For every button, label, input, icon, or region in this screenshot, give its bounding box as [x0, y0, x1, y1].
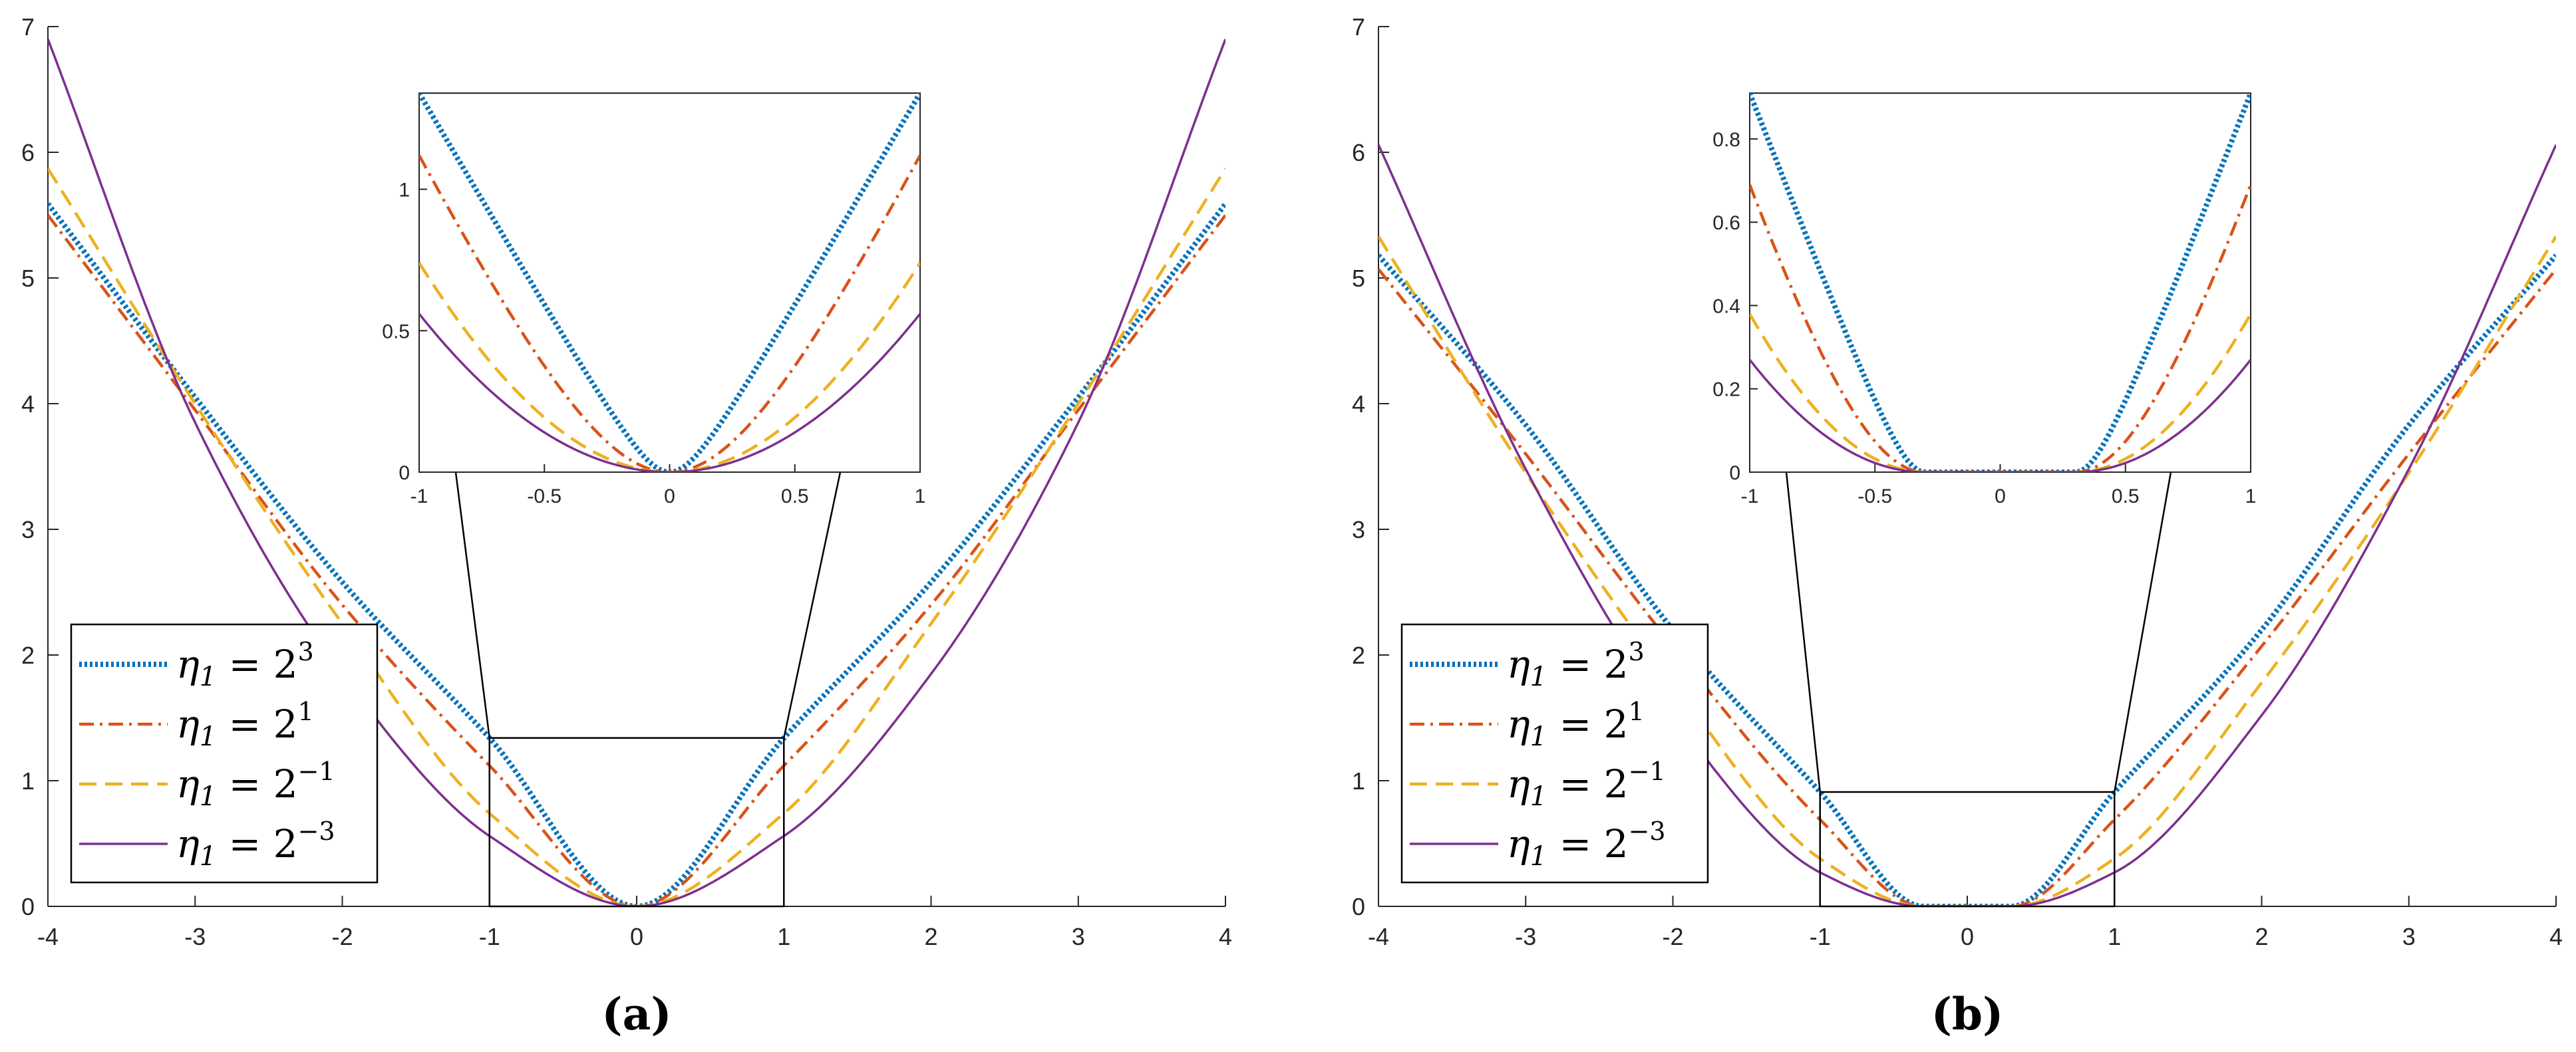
inset-y-tick-label: 0.8 [1712, 129, 1740, 151]
x-tick-label: 2 [924, 923, 937, 950]
x-tick-label: 1 [2108, 923, 2121, 950]
x-tick-label: 4 [1219, 923, 1232, 950]
inset-plot: -1 -0.5 0 0.5 1 0 0.5 1 [382, 92, 926, 507]
y-tick-label: 6 [1352, 139, 1365, 166]
series-line-3 [48, 168, 1225, 906]
inset-x-tick-label: 0 [664, 485, 675, 507]
inset-series-line-1 [419, 93, 920, 472]
panel-caption: (a) [601, 988, 671, 1040]
inset-y-tick-label: 0 [399, 462, 410, 484]
inset-series-line-3 [419, 262, 920, 472]
y-tick-label: 7 [21, 13, 35, 41]
x-tick-label: -4 [1368, 923, 1389, 950]
inset-y-tick-label: 0.4 [1712, 295, 1740, 317]
legend-label-1: η1 = 23 [176, 637, 314, 692]
zoom-connector-right [783, 471, 842, 738]
x-tick-label: 0 [630, 923, 643, 950]
inset-x-tick-label: -0.5 [527, 485, 562, 507]
series-line-4 [48, 39, 1225, 906]
inset-series-line-2 [419, 154, 920, 472]
inset-x-tick-label: -1 [1741, 485, 1759, 507]
inset-frame [1749, 92, 2251, 473]
zoom-box [1819, 791, 2116, 908]
y-tick-label: 6 [21, 139, 35, 166]
legend-label-4: η1 = 2−3 [176, 817, 335, 872]
y-tick-label: 1 [1352, 767, 1365, 795]
x-tick-label: 1 [777, 923, 790, 950]
y-tick-label: 7 [1352, 13, 1365, 41]
x-tick-label: -4 [37, 923, 59, 950]
zoom-box [488, 737, 785, 908]
legend-label-2: η1 = 21 [1507, 697, 1645, 752]
x-tick-label: 2 [2255, 923, 2268, 950]
y-tick-label: 5 [1352, 265, 1365, 292]
legend-label-2: η1 = 21 [176, 697, 314, 752]
y-tick-label: 1 [21, 767, 35, 795]
x-tick-label: -1 [479, 923, 500, 950]
inset-x-tick-label: 0.5 [2112, 485, 2140, 507]
zoom-connector-left [1785, 471, 1821, 793]
y-tick-label: 2 [1352, 642, 1365, 669]
legend-box [70, 623, 379, 884]
y-tick-label: 5 [21, 265, 35, 292]
y-tick-label: 0 [21, 893, 35, 920]
x-tick-label: 3 [2402, 923, 2416, 950]
y-tick-label: 4 [21, 390, 35, 418]
inset-y-tick-label: 0.6 [1712, 212, 1740, 234]
inset-frame [418, 92, 921, 473]
inset-x-tick-label: 0 [1995, 485, 2006, 507]
legend-label-4: η1 = 2−3 [1507, 817, 1666, 872]
inset-x-tick-label: -1 [410, 485, 428, 507]
x-tick-label: 0 [1961, 923, 1974, 950]
y-tick-label: 2 [21, 642, 35, 669]
y-tick-label: 3 [21, 516, 35, 543]
x-tick-label: -3 [1515, 923, 1536, 950]
inset-plot: -1 -0.5 0 0.5 1 0 0.2 0.4 0.6 0.8 [1712, 92, 2257, 507]
zoom-connector-left [454, 471, 490, 738]
inset-series-line-2 [1750, 184, 2251, 472]
x-tick-label: 4 [2549, 923, 2563, 950]
series-line-2 [48, 214, 1225, 906]
panel-caption: (b) [1931, 988, 2004, 1040]
inset-y-tick-label: 1 [399, 180, 410, 201]
x-tick-label: 3 [1072, 923, 1085, 950]
y-tick-label: 0 [1352, 893, 1365, 920]
series-line-3 [1378, 235, 2556, 906]
legend-label-3: η1 = 2−1 [176, 757, 335, 812]
inset-x-tick-label: 1 [2245, 485, 2257, 507]
legend-box [1400, 623, 1709, 884]
inset-series-line-4 [1750, 358, 2251, 472]
x-tick-label: -1 [1810, 923, 1831, 950]
x-tick-label: -2 [1662, 923, 1683, 950]
legend-label-1: η1 = 23 [1507, 637, 1645, 692]
series-line-4 [1378, 144, 2556, 906]
inset-x-tick-label: -0.5 [1857, 485, 1892, 507]
inset-y-tick-label: 0 [1729, 462, 1740, 484]
x-tick-label: -3 [184, 923, 206, 950]
inset-y-tick-label: 0.5 [382, 321, 410, 342]
y-tick-label: 4 [1352, 390, 1365, 418]
inset-x-tick-label: 1 [915, 485, 926, 507]
inset-series-line-3 [1750, 313, 2251, 472]
legend-label-3: η1 = 2−1 [1507, 757, 1666, 812]
series-line-1 [1378, 253, 2556, 906]
y-tick-label: 3 [1352, 516, 1365, 543]
zoom-connector-right [2114, 471, 2172, 793]
inset-y-tick-label: 0.2 [1712, 379, 1740, 401]
inset-x-tick-label: 0.5 [781, 485, 809, 507]
x-tick-label: -2 [331, 923, 353, 950]
inset-series-line-4 [419, 313, 920, 472]
inset-series-line-1 [1750, 93, 2251, 472]
